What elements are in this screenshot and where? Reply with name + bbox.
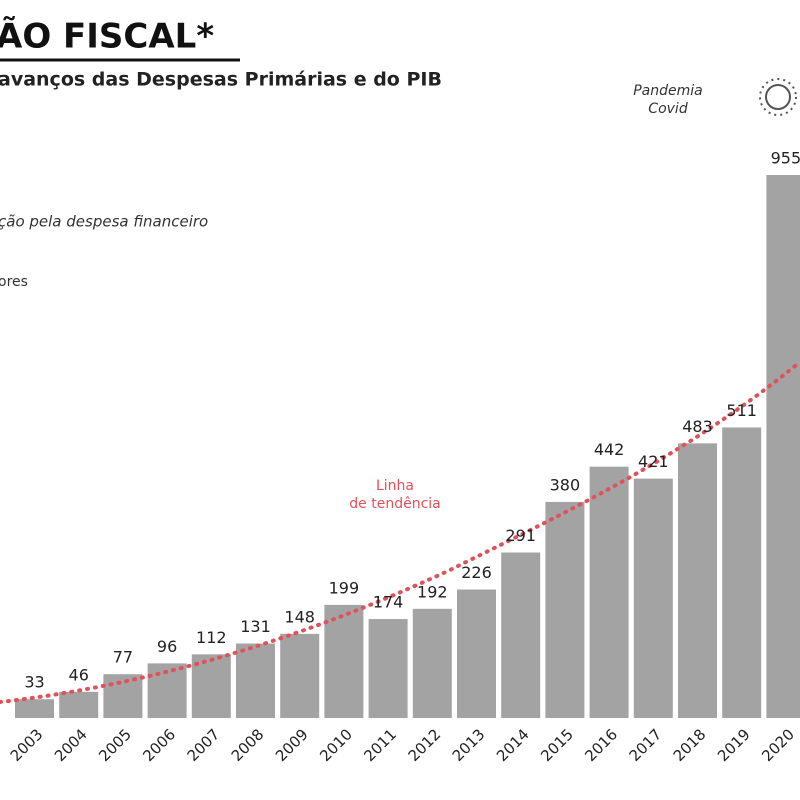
value-label: 380 bbox=[550, 475, 581, 494]
bar bbox=[722, 427, 762, 718]
x-tick-label: 2020 bbox=[758, 725, 798, 765]
value-label: 46 bbox=[69, 665, 89, 684]
x-tick-label: 2015 bbox=[537, 725, 577, 765]
bar bbox=[766, 174, 800, 718]
x-tick-label: 2006 bbox=[139, 725, 179, 765]
bar bbox=[368, 619, 408, 718]
value-label: 483 bbox=[682, 417, 713, 436]
note: ores bbox=[0, 274, 28, 290]
value-label: 421 bbox=[638, 452, 669, 471]
trend-line bbox=[0, 360, 800, 704]
value-label: 511 bbox=[726, 401, 757, 420]
x-tick-label: 2007 bbox=[184, 725, 224, 765]
x-tick-label: 2018 bbox=[670, 725, 710, 765]
note: ção pela despesa financeiro bbox=[0, 213, 208, 231]
x-tick-label: 2008 bbox=[228, 725, 268, 765]
x-tick-label: 2019 bbox=[714, 725, 754, 765]
value-label: 33 bbox=[24, 673, 44, 692]
bar bbox=[324, 604, 364, 718]
x-tick-label: 2011 bbox=[360, 725, 400, 765]
bar bbox=[412, 608, 452, 718]
bar bbox=[678, 443, 717, 718]
x-tick-label: 2012 bbox=[405, 725, 445, 765]
x-tick-label: 2013 bbox=[449, 725, 489, 765]
x-tick-label: 2014 bbox=[493, 725, 533, 765]
value-label: 442 bbox=[594, 440, 625, 459]
x-tick-label: 2003 bbox=[7, 725, 47, 765]
x-tick-label: 2010 bbox=[316, 725, 356, 765]
value-label: 148 bbox=[284, 607, 315, 626]
x-tick-label: 2016 bbox=[581, 725, 621, 765]
bar bbox=[457, 589, 496, 718]
value-label: 955 bbox=[771, 148, 800, 167]
bar bbox=[501, 552, 541, 718]
bar bbox=[633, 478, 673, 718]
value-label: 291 bbox=[505, 526, 536, 545]
value-label: 131 bbox=[240, 617, 271, 636]
x-tick-label: 2004 bbox=[51, 725, 91, 765]
x-tick-label: 2017 bbox=[626, 725, 666, 765]
value-label: 112 bbox=[196, 628, 227, 647]
bar bbox=[59, 691, 99, 718]
chart-subtitle: avanços das Despesas Primárias e do PIB bbox=[0, 69, 442, 91]
annotation: Pandemia Covid bbox=[633, 83, 703, 117]
x-tick-label: 2005 bbox=[95, 725, 135, 765]
value-label: 192 bbox=[417, 582, 448, 601]
bar bbox=[280, 633, 320, 718]
bar bbox=[103, 674, 143, 718]
bar bbox=[589, 466, 629, 718]
annotation: Linha de tendência bbox=[349, 478, 440, 512]
value-label: 174 bbox=[373, 593, 404, 612]
value-label: 96 bbox=[157, 637, 177, 656]
chart-title: ÃO FISCAL* bbox=[0, 16, 214, 57]
value-label: 199 bbox=[329, 578, 360, 597]
bar bbox=[236, 643, 275, 718]
x-tick-label: 2009 bbox=[272, 725, 312, 765]
bar bbox=[545, 501, 585, 718]
value-label: 77 bbox=[113, 648, 133, 667]
bar bbox=[15, 699, 54, 718]
virus-icon bbox=[759, 78, 797, 116]
value-label: 226 bbox=[461, 563, 492, 582]
